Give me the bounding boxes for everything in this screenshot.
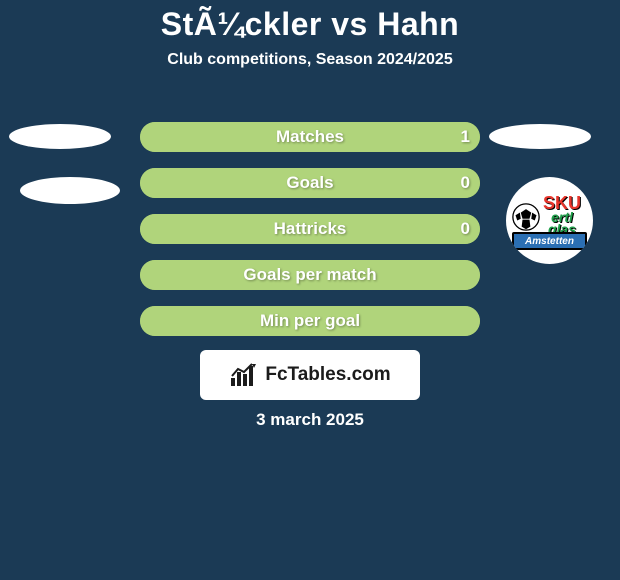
stat-row: Min per goal: [140, 306, 480, 336]
bar-chart-icon: [229, 362, 259, 388]
stat-value-right: 0: [461, 214, 470, 244]
player-avatar-left-1: [9, 124, 111, 149]
player-avatar-right-1: [489, 124, 591, 149]
stat-label: Hattricks: [140, 214, 480, 244]
club-badge-right: SKU ertl glas Amstetten: [506, 177, 593, 264]
stat-label: Goals: [140, 168, 480, 198]
fctables-logo: FcTables.com: [200, 350, 420, 400]
badge-banner: Amstetten: [512, 232, 587, 250]
stats-container: Matches1Goals0Hattricks0Goals per matchM…: [140, 122, 480, 352]
stat-value-right: 1: [461, 122, 470, 152]
stat-value-right: 0: [461, 168, 470, 198]
stat-label: Matches: [140, 122, 480, 152]
subtitle: Club competitions, Season 2024/2025: [0, 51, 620, 69]
stat-row: Matches1: [140, 122, 480, 152]
stat-label: Min per goal: [140, 306, 480, 336]
badge-wordmark: SKU ertl glas: [536, 195, 588, 235]
logo-text: FcTables.com: [265, 364, 390, 386]
stat-row: Goals0: [140, 168, 480, 198]
stat-row: Hattricks0: [140, 214, 480, 244]
date-label: 3 march 2025: [0, 410, 620, 430]
player-avatar-left-2: [20, 177, 120, 204]
stat-label: Goals per match: [140, 260, 480, 290]
page-title: StÃ¼ckler vs Hahn: [0, 0, 620, 43]
stat-row: Goals per match: [140, 260, 480, 290]
